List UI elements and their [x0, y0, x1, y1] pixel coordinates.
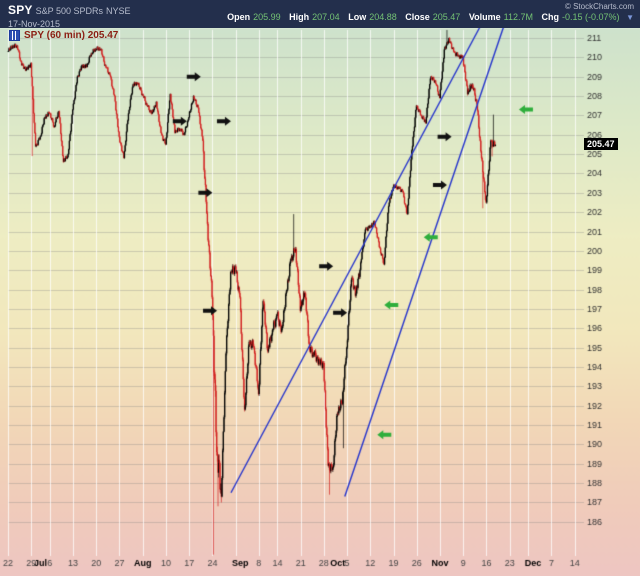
- chart-legend: SPY (60 min) 205.47: [9, 30, 118, 41]
- volume-label: Volume: [468, 11, 501, 22]
- low-value: 204.88: [369, 11, 397, 22]
- chg-label: Chg: [541, 11, 560, 22]
- copyright: © StockCharts.com: [564, 2, 634, 11]
- volume-value: 112.7M: [503, 11, 534, 22]
- exchange-label: NYSE: [106, 6, 131, 16]
- high-value: 207.04: [312, 11, 340, 22]
- chg-value: -0.15 (-0.07%): [562, 11, 620, 22]
- quote-line: Open 205.99 High 207.04 Low 204.88 Close 205…: [221, 12, 634, 23]
- quote-block: © StockCharts.com Open 205.99 High 207.04 …: [221, 2, 634, 28]
- legend-label: SPY (60 min) 205.47: [24, 30, 119, 41]
- chart-date: 17-Nov-2015: [8, 18, 61, 29]
- close-label: Close: [405, 11, 430, 22]
- chart-type-icon: [9, 30, 20, 41]
- close-value: 205.47: [432, 11, 461, 22]
- open-label: Open: [227, 11, 251, 22]
- chart-header: SPY S&P 500 SPDRs NYSE 17-Nov-2015 © Stock…: [0, 0, 640, 29]
- symbol: SPY: [8, 3, 33, 17]
- high-label: High: [289, 11, 310, 22]
- symbol-block: SPY S&P 500 SPDRs NYSE 17-Nov-2015: [8, 2, 131, 29]
- open-value: 205.99: [253, 11, 281, 22]
- low-label: Low: [348, 11, 367, 22]
- last-price-tag: 205.47: [584, 138, 618, 150]
- fund-name: S&P 500 SPDRs: [35, 6, 103, 16]
- dropdown-icon[interactable]: ▼: [626, 12, 634, 22]
